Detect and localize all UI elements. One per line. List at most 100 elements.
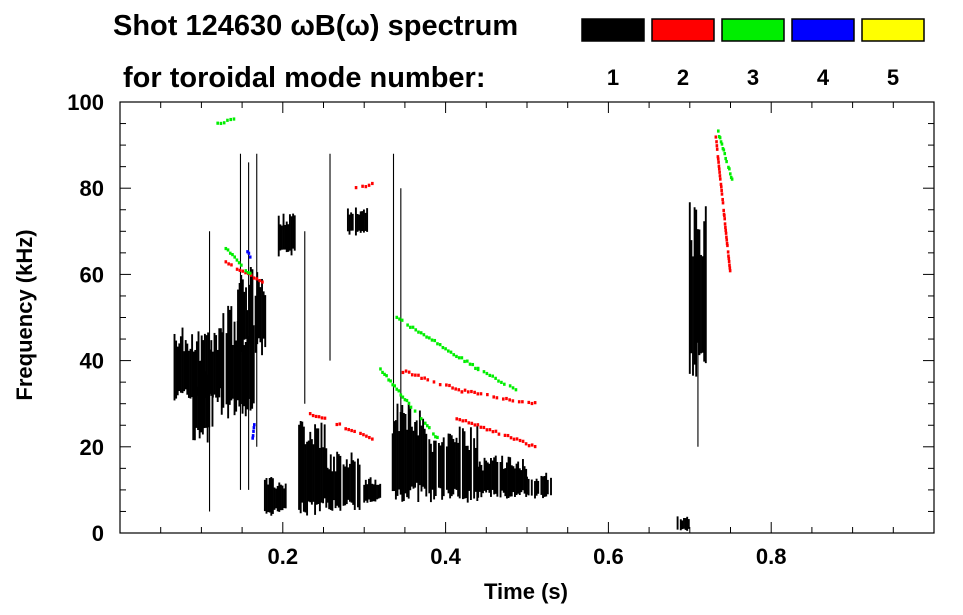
chirp-point (317, 415, 321, 419)
chirp-point (718, 170, 721, 174)
chirp-point (728, 263, 731, 267)
chirp-point (251, 434, 255, 438)
mode-chirp-3 (716, 129, 734, 181)
chirp-point (473, 423, 477, 427)
chirp-point (723, 217, 727, 221)
chirp-point (436, 342, 439, 346)
chirp-point (476, 392, 480, 396)
chirp-point (417, 373, 420, 377)
chirp-point (419, 417, 423, 421)
chirp-point (728, 172, 732, 176)
chirp-point (491, 374, 494, 378)
chirp-point (727, 259, 731, 264)
chirp-point (438, 343, 442, 347)
chirp-point (354, 186, 358, 190)
chirp-point (224, 260, 228, 264)
chirp-point (452, 353, 456, 357)
chirp-point (244, 271, 247, 275)
chirp-point (258, 278, 261, 283)
chirp-point (314, 414, 318, 419)
chirp-point (401, 370, 405, 375)
chirp-point (229, 117, 233, 122)
chirp-point (728, 269, 732, 273)
legend-label-mode-5: 5 (887, 65, 899, 90)
spectral-blob-mode-1 (477, 455, 528, 499)
x-tick-label: 0.8 (756, 544, 787, 569)
chirp-point (231, 253, 234, 257)
chirp-point (371, 181, 374, 186)
chirp-point (232, 117, 236, 121)
chirp-point (448, 383, 451, 388)
chirp-point (717, 167, 721, 171)
spectral-blob-mode-1 (237, 266, 267, 356)
chirp-point (460, 356, 464, 360)
chirp-point (471, 362, 475, 367)
chirp-point (488, 428, 492, 432)
chirp-point (406, 323, 409, 327)
legend-swatch-mode-3 (721, 18, 785, 42)
spectral-blob-mode-1 (428, 425, 479, 503)
chirp-point (479, 392, 483, 396)
chirp-point (511, 399, 515, 403)
chirp-point (718, 177, 722, 181)
chirp-point (379, 367, 382, 371)
mode-chirp-2 (308, 412, 374, 441)
chirp-point (449, 350, 453, 354)
chirp-point (724, 231, 728, 235)
spectral-blob-mode-1 (326, 451, 361, 511)
mode-chirp-3 (476, 367, 518, 392)
y-axis-label: Frequency (kHz) (12, 229, 37, 400)
chirp-point (249, 273, 253, 277)
chirp-point (414, 373, 417, 377)
chirp-point (409, 405, 413, 409)
chirp-point (723, 222, 727, 226)
chirp-point (411, 325, 415, 329)
chirp-point (466, 359, 469, 363)
chirp-point (479, 425, 483, 429)
mode-chirp-3 (216, 117, 236, 126)
chirp-point (419, 331, 423, 335)
chirp-point (517, 400, 521, 404)
chirp-point (509, 436, 513, 440)
plot-area (173, 117, 734, 531)
chirp-point (454, 387, 457, 391)
chirp-point (371, 437, 374, 441)
legend-label-mode-1: 1 (607, 65, 619, 90)
chirp-point (719, 182, 723, 186)
chirp-point (715, 144, 719, 148)
spectral-blob-mode-1 (676, 516, 690, 531)
chirp-point (237, 261, 241, 265)
chirp-point (219, 121, 223, 126)
chirp-point (403, 398, 407, 402)
chirp-point (430, 338, 434, 342)
chirp-point (500, 380, 503, 384)
chirp-point (503, 382, 506, 386)
chirp-point (347, 427, 350, 432)
chirp-point (383, 372, 386, 376)
chirp-point (473, 390, 476, 394)
chirp-point (533, 401, 537, 405)
chirp-point (463, 388, 467, 392)
chirp-point (515, 437, 519, 441)
chirp-point (367, 183, 371, 187)
legend-label-mode-4: 4 (817, 65, 830, 90)
chirp-point (533, 444, 537, 449)
legend-swatch-mode-4 (791, 18, 855, 42)
chirp-point (521, 400, 524, 404)
chirp-point (246, 250, 249, 254)
chirp-point (514, 388, 518, 392)
chirp-point (426, 378, 430, 382)
chirp-point (359, 431, 362, 436)
chart-title-line1: Shot 124630 ωB(ω) spectrum (113, 10, 518, 42)
chirp-point (719, 185, 723, 189)
spectral-blob-mode-1 (526, 472, 552, 499)
chirp-point (335, 422, 339, 427)
chirp-point (725, 238, 729, 242)
chirp-point (521, 439, 525, 443)
chirp-point (527, 400, 531, 405)
chirp-point (463, 359, 466, 364)
chirp-point (261, 280, 264, 284)
chirp-point (482, 370, 486, 374)
chirp-point (719, 140, 723, 144)
